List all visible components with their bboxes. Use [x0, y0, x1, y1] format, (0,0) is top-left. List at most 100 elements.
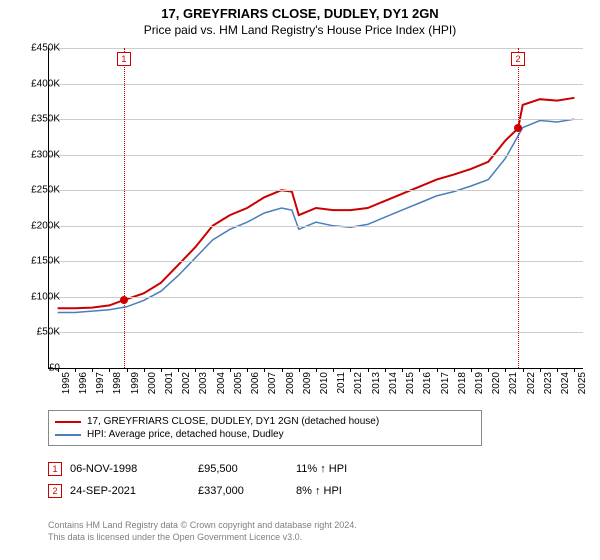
x-tick: [127, 368, 128, 372]
transaction-marker-box: 1: [117, 52, 131, 66]
y-tick-label: £150K: [10, 256, 60, 267]
x-tick: [333, 368, 334, 372]
transaction-index-box: 2: [48, 484, 62, 498]
x-tick-label: 2005: [233, 372, 244, 394]
gridline: [49, 48, 583, 49]
x-tick: [161, 368, 162, 372]
x-tick: [574, 368, 575, 372]
x-tick-label: 2025: [577, 372, 588, 394]
gridline: [49, 226, 583, 227]
x-tick-label: 2003: [198, 372, 209, 394]
x-tick-label: 2020: [491, 372, 502, 394]
x-tick: [299, 368, 300, 372]
y-tick-label: £400K: [10, 78, 60, 89]
x-tick: [195, 368, 196, 372]
transaction-dot: [120, 296, 128, 304]
x-tick: [282, 368, 283, 372]
x-tick-label: 1995: [61, 372, 72, 394]
gridline: [49, 332, 583, 333]
transaction-table: 1 06-NOV-1998 £95,500 11% ↑ HPI 2 24-SEP-2021…: [48, 458, 386, 502]
y-tick-label: £350K: [10, 114, 60, 125]
x-tick-label: 1999: [130, 372, 141, 394]
gridline: [49, 297, 583, 298]
x-tick: [437, 368, 438, 372]
x-tick: [247, 368, 248, 372]
y-tick-label: £250K: [10, 185, 60, 196]
x-tick-label: 2000: [147, 372, 158, 394]
gridline: [49, 84, 583, 85]
y-tick-label: £200K: [10, 220, 60, 231]
y-tick-label: £50K: [10, 327, 60, 338]
x-tick-label: 1997: [95, 372, 106, 394]
transaction-date: 24-SEP-2021: [70, 485, 190, 497]
gridline: [49, 119, 583, 120]
x-tick-label: 2024: [560, 372, 571, 394]
transaction-price: £337,000: [198, 485, 288, 497]
footer-attribution: Contains HM Land Registry data © Crown c…: [48, 520, 357, 543]
transaction-delta: 11% ↑ HPI: [296, 463, 386, 475]
x-tick-label: 2019: [474, 372, 485, 394]
legend-row: HPI: Average price, detached house, Dudl…: [55, 428, 475, 441]
y-tick-label: £450K: [10, 43, 60, 54]
legend: 17, GREYFRIARS CLOSE, DUDLEY, DY1 2GN (d…: [48, 410, 482, 446]
legend-swatch: [55, 421, 81, 423]
x-tick: [385, 368, 386, 372]
x-tick: [178, 368, 179, 372]
transaction-delta: 8% ↑ HPI: [296, 485, 386, 497]
x-tick-label: 2014: [388, 372, 399, 394]
x-tick-label: 2001: [164, 372, 175, 394]
series-line: [58, 98, 575, 308]
transaction-date: 06-NOV-1998: [70, 463, 190, 475]
gridline: [49, 155, 583, 156]
x-tick: [471, 368, 472, 372]
x-tick-label: 2002: [181, 372, 192, 394]
legend-label: 17, GREYFRIARS CLOSE, DUDLEY, DY1 2GN (d…: [87, 416, 379, 427]
x-tick-label: 2016: [422, 372, 433, 394]
transaction-row: 2 24-SEP-2021 £337,000 8% ↑ HPI: [48, 480, 386, 502]
y-tick-label: £0: [10, 363, 60, 374]
transaction-index-box: 1: [48, 462, 62, 476]
x-tick-label: 2004: [216, 372, 227, 394]
transaction-row: 1 06-NOV-1998 £95,500 11% ↑ HPI: [48, 458, 386, 480]
transaction-vline: [518, 48, 519, 368]
x-tick: [144, 368, 145, 372]
series-line: [58, 119, 575, 312]
footer-line-1: Contains HM Land Registry data © Crown c…: [48, 520, 357, 532]
x-tick-label: 1998: [112, 372, 123, 394]
x-tick: [350, 368, 351, 372]
x-tick-label: 2013: [371, 372, 382, 394]
y-tick-label: £300K: [10, 149, 60, 160]
x-tick-label: 2006: [250, 372, 261, 394]
x-tick-label: 2023: [543, 372, 554, 394]
legend-swatch: [55, 434, 81, 436]
x-tick: [75, 368, 76, 372]
x-tick: [523, 368, 524, 372]
x-tick-label: 2010: [319, 372, 330, 394]
x-tick: [316, 368, 317, 372]
x-tick: [505, 368, 506, 372]
x-tick: [557, 368, 558, 372]
x-tick-label: 1996: [78, 372, 89, 394]
transaction-price: £95,500: [198, 463, 288, 475]
x-tick-label: 2015: [405, 372, 416, 394]
chart-lines-svg: [49, 48, 583, 368]
x-tick: [92, 368, 93, 372]
x-tick: [402, 368, 403, 372]
x-tick: [540, 368, 541, 372]
x-tick: [454, 368, 455, 372]
chart-plot-area: 12: [48, 48, 583, 369]
x-tick-label: 2008: [285, 372, 296, 394]
chart-subtitle: Price paid vs. HM Land Registry's House …: [0, 21, 600, 37]
x-tick-label: 2012: [353, 372, 364, 394]
x-tick-label: 2009: [302, 372, 313, 394]
x-tick-label: 2022: [526, 372, 537, 394]
x-tick: [109, 368, 110, 372]
x-tick-label: 2007: [267, 372, 278, 394]
transaction-vline: [124, 48, 125, 368]
x-tick: [264, 368, 265, 372]
x-tick-label: 2017: [440, 372, 451, 394]
footer-line-2: This data is licensed under the Open Gov…: [48, 532, 357, 544]
x-tick: [488, 368, 489, 372]
x-tick: [368, 368, 369, 372]
x-tick: [213, 368, 214, 372]
